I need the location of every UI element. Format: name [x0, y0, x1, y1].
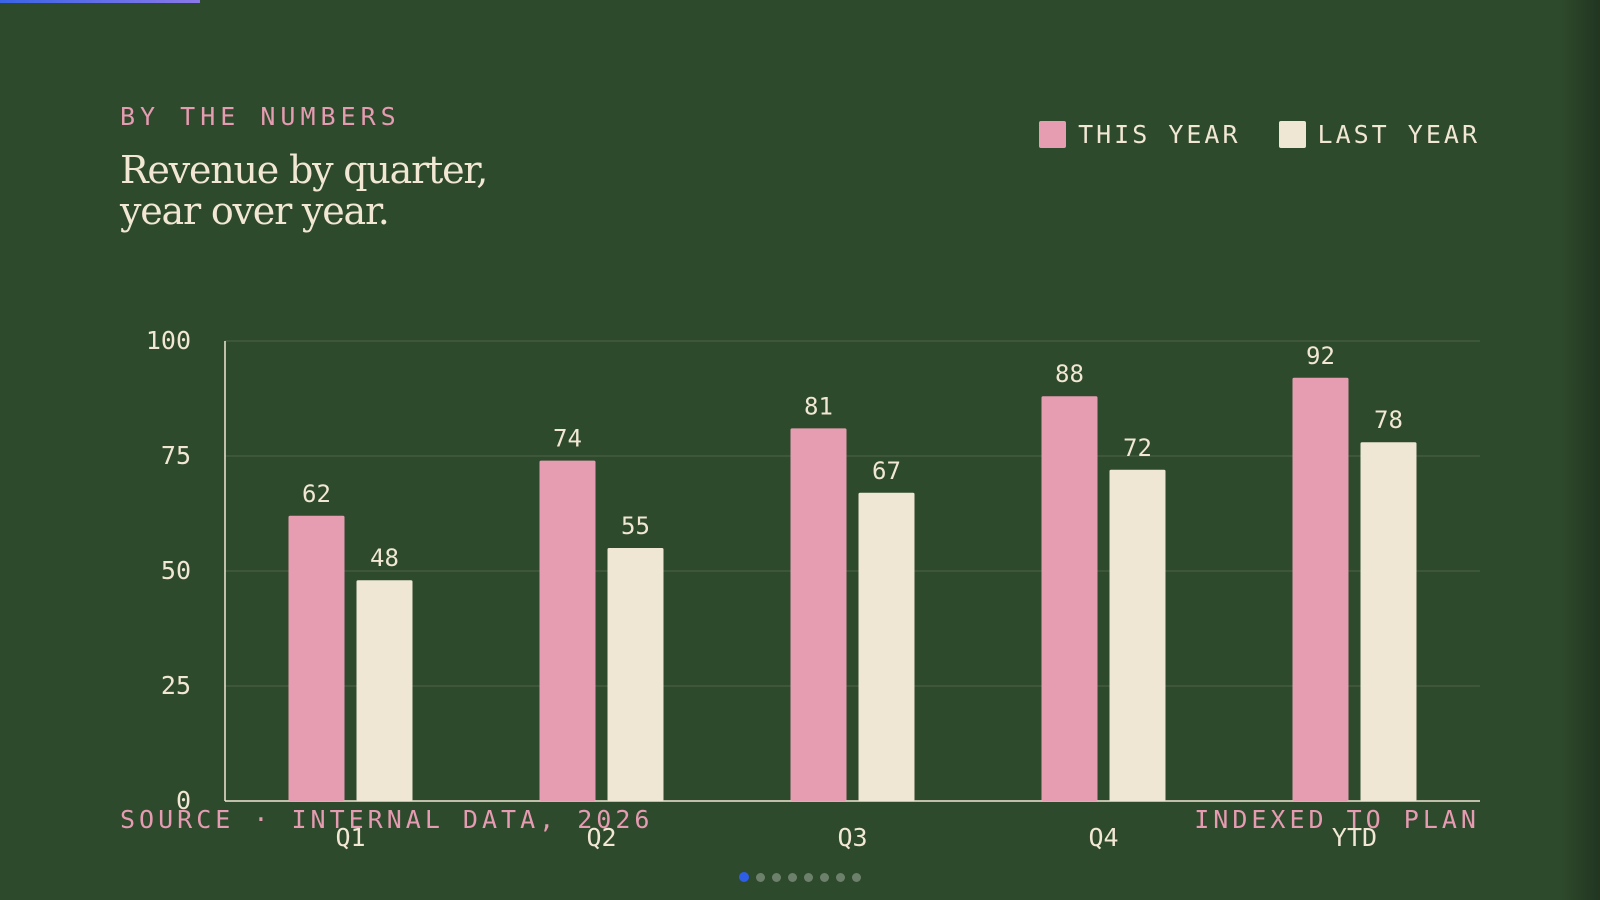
- slide-dot-2[interactable]: [756, 872, 765, 882]
- bar-this-year-q4: [1041, 396, 1098, 801]
- bar-this-year-ytd: [1292, 377, 1349, 801]
- slide-title-line-2: year over year.: [120, 189, 390, 233]
- slide-dot-6[interactable]: [820, 872, 829, 882]
- slide-dot-3[interactable]: [772, 872, 781, 882]
- source-note: SOURCE · INTERNAL DATA, 2026: [120, 805, 654, 834]
- slide-dot-4[interactable]: [788, 872, 797, 882]
- bar-this-year-q1: [288, 515, 345, 801]
- x-tick-label-q4: Q4: [1088, 823, 1118, 852]
- edge-shadow: [1560, 0, 1600, 900]
- legend-item-last-year: LAST YEAR: [1278, 120, 1480, 149]
- bar-last-year-q2: [607, 548, 664, 801]
- data-label-this-year-q2: 74: [553, 425, 582, 453]
- slide-title: Revenue by quarter, year over year.: [120, 148, 488, 233]
- data-label-last-year-q2: 55: [621, 512, 650, 540]
- eyebrow-label: BY THE NUMBERS: [120, 102, 401, 131]
- y-tick-label-0: 0: [176, 786, 191, 815]
- data-label-last-year-q4: 72: [1123, 434, 1152, 462]
- bar-last-year-ytd: [1360, 442, 1417, 801]
- data-label-this-year-q3: 81: [804, 392, 833, 420]
- slide-title-line-1: Revenue by quarter,: [120, 148, 488, 192]
- slide-dot-8[interactable]: [852, 872, 861, 882]
- bar-last-year-q3: [858, 492, 915, 801]
- legend-label-this-year: THIS YEAR: [1078, 120, 1241, 149]
- y-tick-label-100: 100: [146, 326, 191, 355]
- y-tick-label-75: 75: [161, 441, 191, 470]
- x-tick-label-q2: Q2: [586, 823, 616, 852]
- legend-item-this-year: THIS YEAR: [1039, 120, 1240, 149]
- chart-legend: THIS YEAR LAST YEAR: [1001, 120, 1480, 149]
- data-label-last-year-q3: 67: [872, 457, 901, 485]
- progress-bar: [0, 0, 1600, 3]
- y-tick-label-25: 25: [161, 671, 191, 700]
- slide-pagination: [739, 872, 868, 882]
- y-tick-label-50: 50: [161, 556, 191, 585]
- slide-dot-7[interactable]: [836, 872, 845, 882]
- bar-last-year-q1: [356, 580, 413, 801]
- data-label-last-year-ytd: 78: [1374, 406, 1403, 434]
- x-tick-label-q1: Q1: [335, 823, 365, 852]
- data-label-this-year-q1: 62: [302, 480, 331, 508]
- data-label-this-year-ytd: 92: [1306, 342, 1335, 370]
- x-tick-label-ytd: YTD: [1332, 823, 1377, 852]
- bar-last-year-q4: [1109, 469, 1166, 801]
- bar-this-year-q2: [539, 460, 596, 801]
- bar-this-year-q3: [790, 428, 847, 801]
- footnote-indexed: INDEXED TO PLAN: [1194, 805, 1480, 834]
- x-tick-label-q3: Q3: [837, 823, 867, 852]
- slide-dot-1[interactable]: [739, 872, 749, 882]
- progress-bar-fill: [0, 0, 200, 3]
- legend-swatch-last-year: [1278, 121, 1306, 148]
- legend-label-last-year: LAST YEAR: [1317, 120, 1480, 149]
- data-label-last-year-q1: 48: [370, 544, 399, 572]
- data-label-this-year-q4: 88: [1055, 360, 1084, 388]
- legend-swatch-this-year: [1039, 121, 1067, 148]
- slide-dot-5[interactable]: [804, 872, 813, 882]
